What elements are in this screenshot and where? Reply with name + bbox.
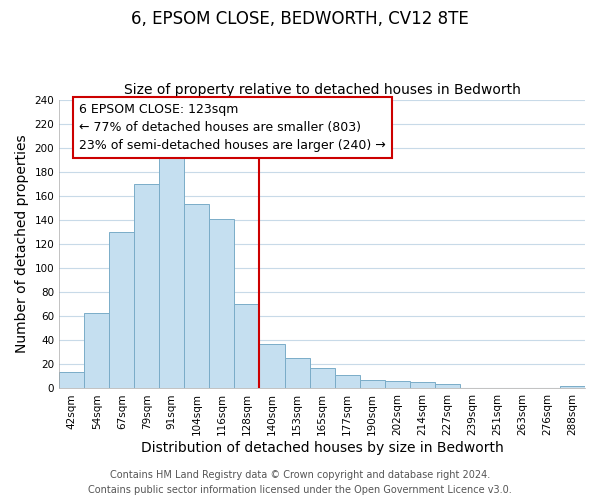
Bar	[435, 384, 460, 388]
Bar	[84, 312, 109, 388]
Bar	[310, 368, 335, 388]
Bar	[59, 372, 84, 388]
Text: Contains HM Land Registry data © Crown copyright and database right 2024.
Contai: Contains HM Land Registry data © Crown c…	[88, 470, 512, 495]
Bar	[335, 375, 359, 388]
Bar	[184, 204, 209, 388]
Title: Size of property relative to detached houses in Bedworth: Size of property relative to detached ho…	[124, 83, 521, 97]
Bar	[410, 382, 435, 388]
Bar	[259, 344, 284, 389]
Bar	[235, 304, 259, 388]
Text: 6, EPSOM CLOSE, BEDWORTH, CV12 8TE: 6, EPSOM CLOSE, BEDWORTH, CV12 8TE	[131, 10, 469, 28]
Bar	[160, 148, 184, 388]
Bar	[359, 380, 385, 388]
Bar	[284, 358, 310, 388]
Bar	[209, 218, 235, 388]
Bar	[385, 381, 410, 388]
X-axis label: Distribution of detached houses by size in Bedworth: Distribution of detached houses by size …	[141, 441, 503, 455]
Text: 6 EPSOM CLOSE: 123sqm
← 77% of detached houses are smaller (803)
23% of semi-det: 6 EPSOM CLOSE: 123sqm ← 77% of detached …	[79, 103, 386, 152]
Bar	[134, 184, 160, 388]
Y-axis label: Number of detached properties: Number of detached properties	[15, 134, 29, 354]
Bar	[560, 386, 585, 388]
Bar	[109, 232, 134, 388]
